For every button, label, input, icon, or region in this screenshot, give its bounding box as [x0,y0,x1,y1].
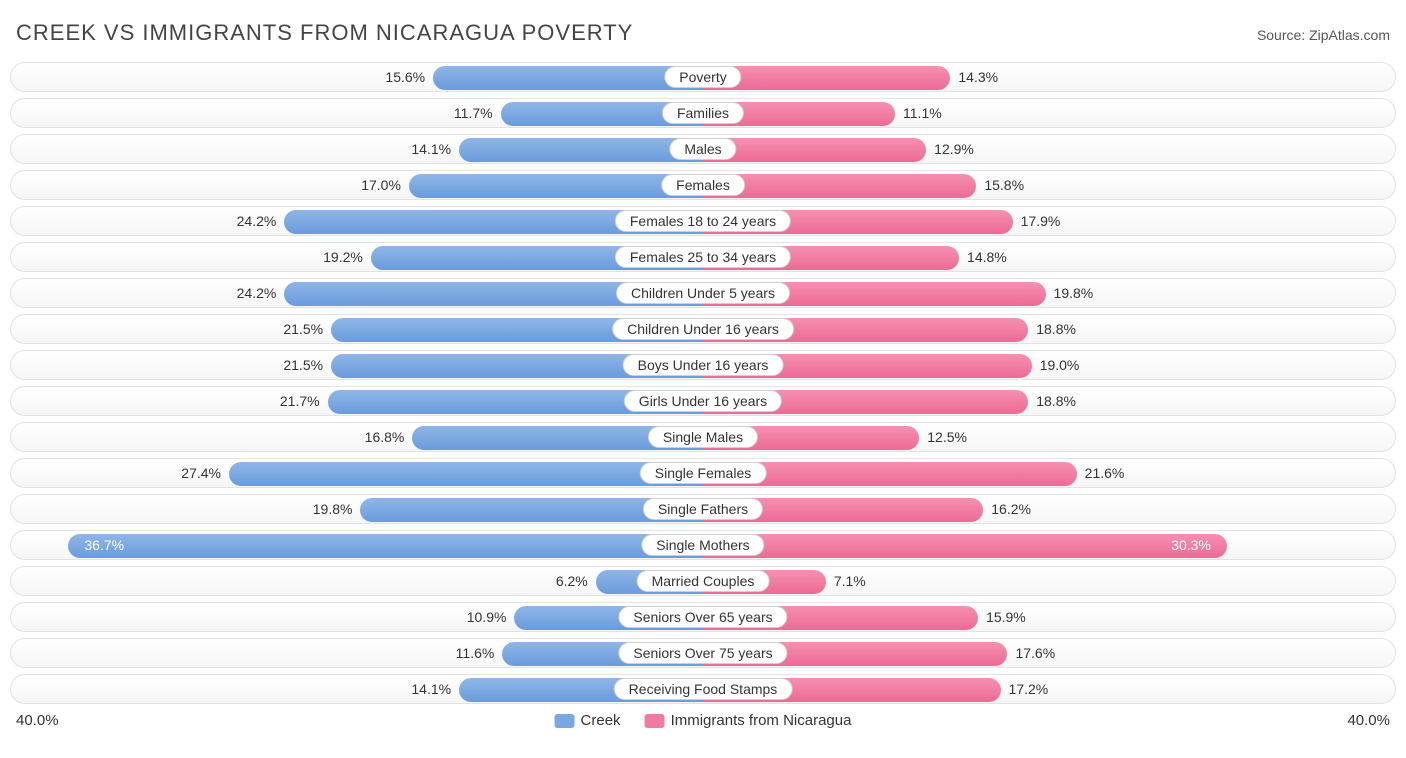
chart-row: 21.7% 18.8% Girls Under 16 years [10,386,1396,416]
chart-row: 11.7% 11.1% Families [10,98,1396,128]
legend-item-left: Creek [555,712,621,729]
value-label-left: 11.6% [456,645,495,661]
chart-row: 36.7% 30.3% Single Mothers [10,530,1396,560]
value-label-right: 17.9% [1021,213,1061,229]
value-label-left: 14.1% [411,681,451,697]
chart-row: 21.5% 19.0% Boys Under 16 years [10,350,1396,380]
value-label-left: 21.5% [283,321,323,337]
value-label-right: 15.9% [986,609,1026,625]
category-label: Females [661,174,745,196]
value-label-left: 19.8% [313,501,353,517]
category-label: Receiving Food Stamps [614,678,793,700]
category-label: Poverty [664,66,741,88]
value-label-right: 15.8% [984,177,1024,193]
legend: Creek Immigrants from Nicaragua [555,712,852,729]
axis-max-right: 40.0% [1347,712,1390,729]
value-label-right: 7.1% [834,573,866,589]
butterfly-chart: 15.6% 14.3% Poverty 11.7% 11.1% Families 14.1%… [10,62,1396,704]
chart-row: 27.4% 21.6% Single Females [10,458,1396,488]
value-label-left: 36.7% [84,537,124,553]
chart-title: CREEK VS IMMIGRANTS FROM NICARAGUA POVER… [16,20,633,46]
chart-footer: 40.0% Creek Immigrants from Nicaragua 40… [10,712,1396,734]
axis-max-left: 40.0% [16,712,59,729]
value-label-right: 18.8% [1036,321,1076,337]
chart-header: CREEK VS IMMIGRANTS FROM NICARAGUA POVER… [10,20,1396,62]
chart-row: 21.5% 18.8% Children Under 16 years [10,314,1396,344]
category-label: Seniors Over 75 years [618,642,787,664]
bar-left [68,534,703,558]
category-label: Boys Under 16 years [623,354,784,376]
value-label-left: 11.7% [454,105,493,121]
chart-source: Source: ZipAtlas.com [1257,27,1390,43]
legend-swatch-right [645,714,665,728]
bar-left [459,138,703,162]
value-label-right: 17.6% [1015,645,1055,661]
legend-label-right: Immigrants from Nicaragua [671,712,852,729]
value-label-left: 24.2% [237,285,277,301]
category-label: Single Mothers [641,534,764,556]
bar-right [703,534,1227,558]
value-label-left: 19.2% [323,249,363,265]
category-label: Seniors Over 65 years [618,606,787,628]
category-label: Males [669,138,736,160]
value-label-left: 17.0% [361,177,401,193]
category-label: Children Under 16 years [612,318,794,340]
category-label: Single Fathers [643,498,763,520]
category-label: Single Females [640,462,767,484]
chart-row: 10.9% 15.9% Seniors Over 65 years [10,602,1396,632]
value-label-right: 30.3% [1171,537,1211,553]
value-label-right: 14.8% [967,249,1007,265]
legend-label-left: Creek [581,712,621,729]
chart-row: 14.1% 17.2% Receiving Food Stamps [10,674,1396,704]
value-label-right: 21.6% [1085,465,1125,481]
value-label-right: 17.2% [1009,681,1049,697]
value-label-right: 11.1% [903,105,942,121]
value-label-left: 16.8% [365,429,405,445]
value-label-left: 10.9% [467,609,507,625]
bar-right [703,138,926,162]
chart-row: 17.0% 15.8% Females [10,170,1396,200]
category-label: Married Couples [637,570,770,592]
value-label-left: 21.7% [280,393,320,409]
bar-left [229,462,703,486]
chart-row: 6.2% 7.1% Married Couples [10,566,1396,596]
bar-left [433,66,703,90]
chart-row: 15.6% 14.3% Poverty [10,62,1396,92]
category-label: Girls Under 16 years [624,390,782,412]
category-label: Females 18 to 24 years [615,210,791,232]
category-label: Females 25 to 34 years [615,246,791,268]
value-label-left: 24.2% [237,213,277,229]
value-label-left: 27.4% [181,465,221,481]
value-label-right: 19.0% [1040,357,1080,373]
value-label-right: 18.8% [1036,393,1076,409]
chart-row: 11.6% 17.6% Seniors Over 75 years [10,638,1396,668]
source-prefix: Source: [1257,27,1309,43]
chart-row: 24.2% 17.9% Females 18 to 24 years [10,206,1396,236]
value-label-right: 19.8% [1054,285,1094,301]
value-label-left: 21.5% [283,357,323,373]
value-label-left: 14.1% [411,141,451,157]
value-label-right: 14.3% [958,69,998,85]
chart-row: 24.2% 19.8% Children Under 5 years [10,278,1396,308]
value-label-left: 15.6% [385,69,425,85]
value-label-right: 12.9% [934,141,974,157]
category-label: Children Under 5 years [616,282,790,304]
bar-left [409,174,703,198]
category-label: Families [662,102,744,124]
chart-row: 16.8% 12.5% Single Males [10,422,1396,452]
value-label-right: 12.5% [927,429,967,445]
legend-item-right: Immigrants from Nicaragua [645,712,852,729]
source-name: ZipAtlas.com [1309,27,1390,43]
value-label-left: 6.2% [556,573,588,589]
category-label: Single Males [648,426,758,448]
chart-row: 19.8% 16.2% Single Fathers [10,494,1396,524]
legend-swatch-left [555,714,575,728]
chart-row: 19.2% 14.8% Females 25 to 34 years [10,242,1396,272]
chart-row: 14.1% 12.9% Males [10,134,1396,164]
value-label-right: 16.2% [991,501,1031,517]
